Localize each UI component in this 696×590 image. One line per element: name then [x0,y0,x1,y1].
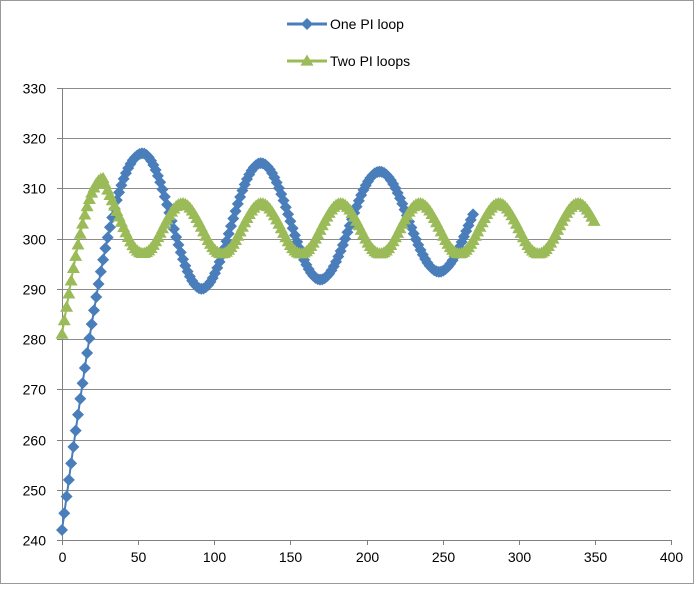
data-point-1-19 [99,242,112,255]
data-point-1-11 [81,347,94,360]
legend-label-2: Two PI loops [330,53,410,69]
data-point-1-14 [87,304,100,317]
data-point-1-8 [74,392,87,405]
data-point-1-17 [94,265,107,278]
data-point-2-2 [60,300,74,312]
gridlines [62,88,671,541]
tick-label-x-300: 300 [508,549,532,565]
data-point-1-28 [119,167,132,180]
data-point-2-8 [73,227,87,239]
tick-label-y-250: 250 [23,483,47,499]
series-1 [56,147,480,536]
data-point-2-11 [80,200,94,212]
tick-label-x-0: 0 [59,549,67,565]
plot-area [55,147,601,536]
tick-label-x-400: 400 [660,549,684,565]
data-point-1-21 [103,221,116,234]
data-point-1-5 [67,440,80,453]
tick-label-x-100: 100 [203,549,227,565]
data-point-1-15 [90,290,103,303]
tick-label-y-290: 290 [23,282,47,298]
tick-label-y-320: 320 [23,131,47,147]
data-point-1-180 [467,208,480,221]
tick-label-y-260: 260 [23,433,47,449]
legend: One PI loop Two PI loops [287,16,410,69]
data-point-1-0 [56,523,68,536]
tick-label-x-250: 250 [432,549,456,565]
data-point-2-3 [62,287,76,299]
legend-entry-1: One PI loop [287,16,404,32]
data-point-1-9 [76,377,89,390]
legend-entry-2: Two PI loops [287,53,410,69]
series-2 [55,171,601,339]
data-point-1-1 [58,507,71,520]
data-point-1-2 [60,490,73,503]
data-point-2-9 [76,217,90,229]
data-point-2-6 [69,249,83,261]
data-point-1-12 [83,332,96,345]
tick-label-x-150: 150 [279,549,303,565]
data-point-1-6 [69,424,82,437]
tick-label-y-300: 300 [23,232,47,248]
data-point-1-3 [62,473,75,486]
data-point-2-10 [78,208,92,220]
tick-label-x-50: 50 [131,549,147,565]
data-point-1-13 [85,318,98,331]
tick-label-y-240: 240 [23,533,47,549]
tick-label-x-350: 350 [584,549,608,565]
data-point-1-10 [78,361,91,374]
legend-label-1: One PI loop [330,16,404,32]
data-point-1-27 [117,172,130,185]
data-point-2-5 [66,261,80,273]
data-point-2-7 [71,238,85,250]
data-point-2-12 [82,192,96,204]
data-point-2-4 [64,274,78,286]
data-point-1-18 [97,253,110,266]
data-point-2-0 [55,327,69,339]
tick-label-x-200: 200 [356,549,380,565]
tick-label-y-280: 280 [23,332,47,348]
data-point-1-16 [92,278,105,291]
tick-label-y-330: 330 [23,81,47,97]
data-point-2-233 [587,214,601,226]
axes: 240 250 260 270 280 290 300 310 320 330 0 50 100 150 2… [23,81,684,566]
data-point-1-7 [71,408,84,421]
data-point-1-4 [65,457,78,470]
legend-marker-2 [300,54,314,66]
legend-marker-1 [301,18,313,30]
data-point-1-157 [414,244,427,257]
data-point-2-1 [57,314,71,326]
data-point-1-20 [101,231,114,244]
tick-label-y-270: 270 [23,382,47,398]
tick-label-y-310: 310 [23,181,47,197]
